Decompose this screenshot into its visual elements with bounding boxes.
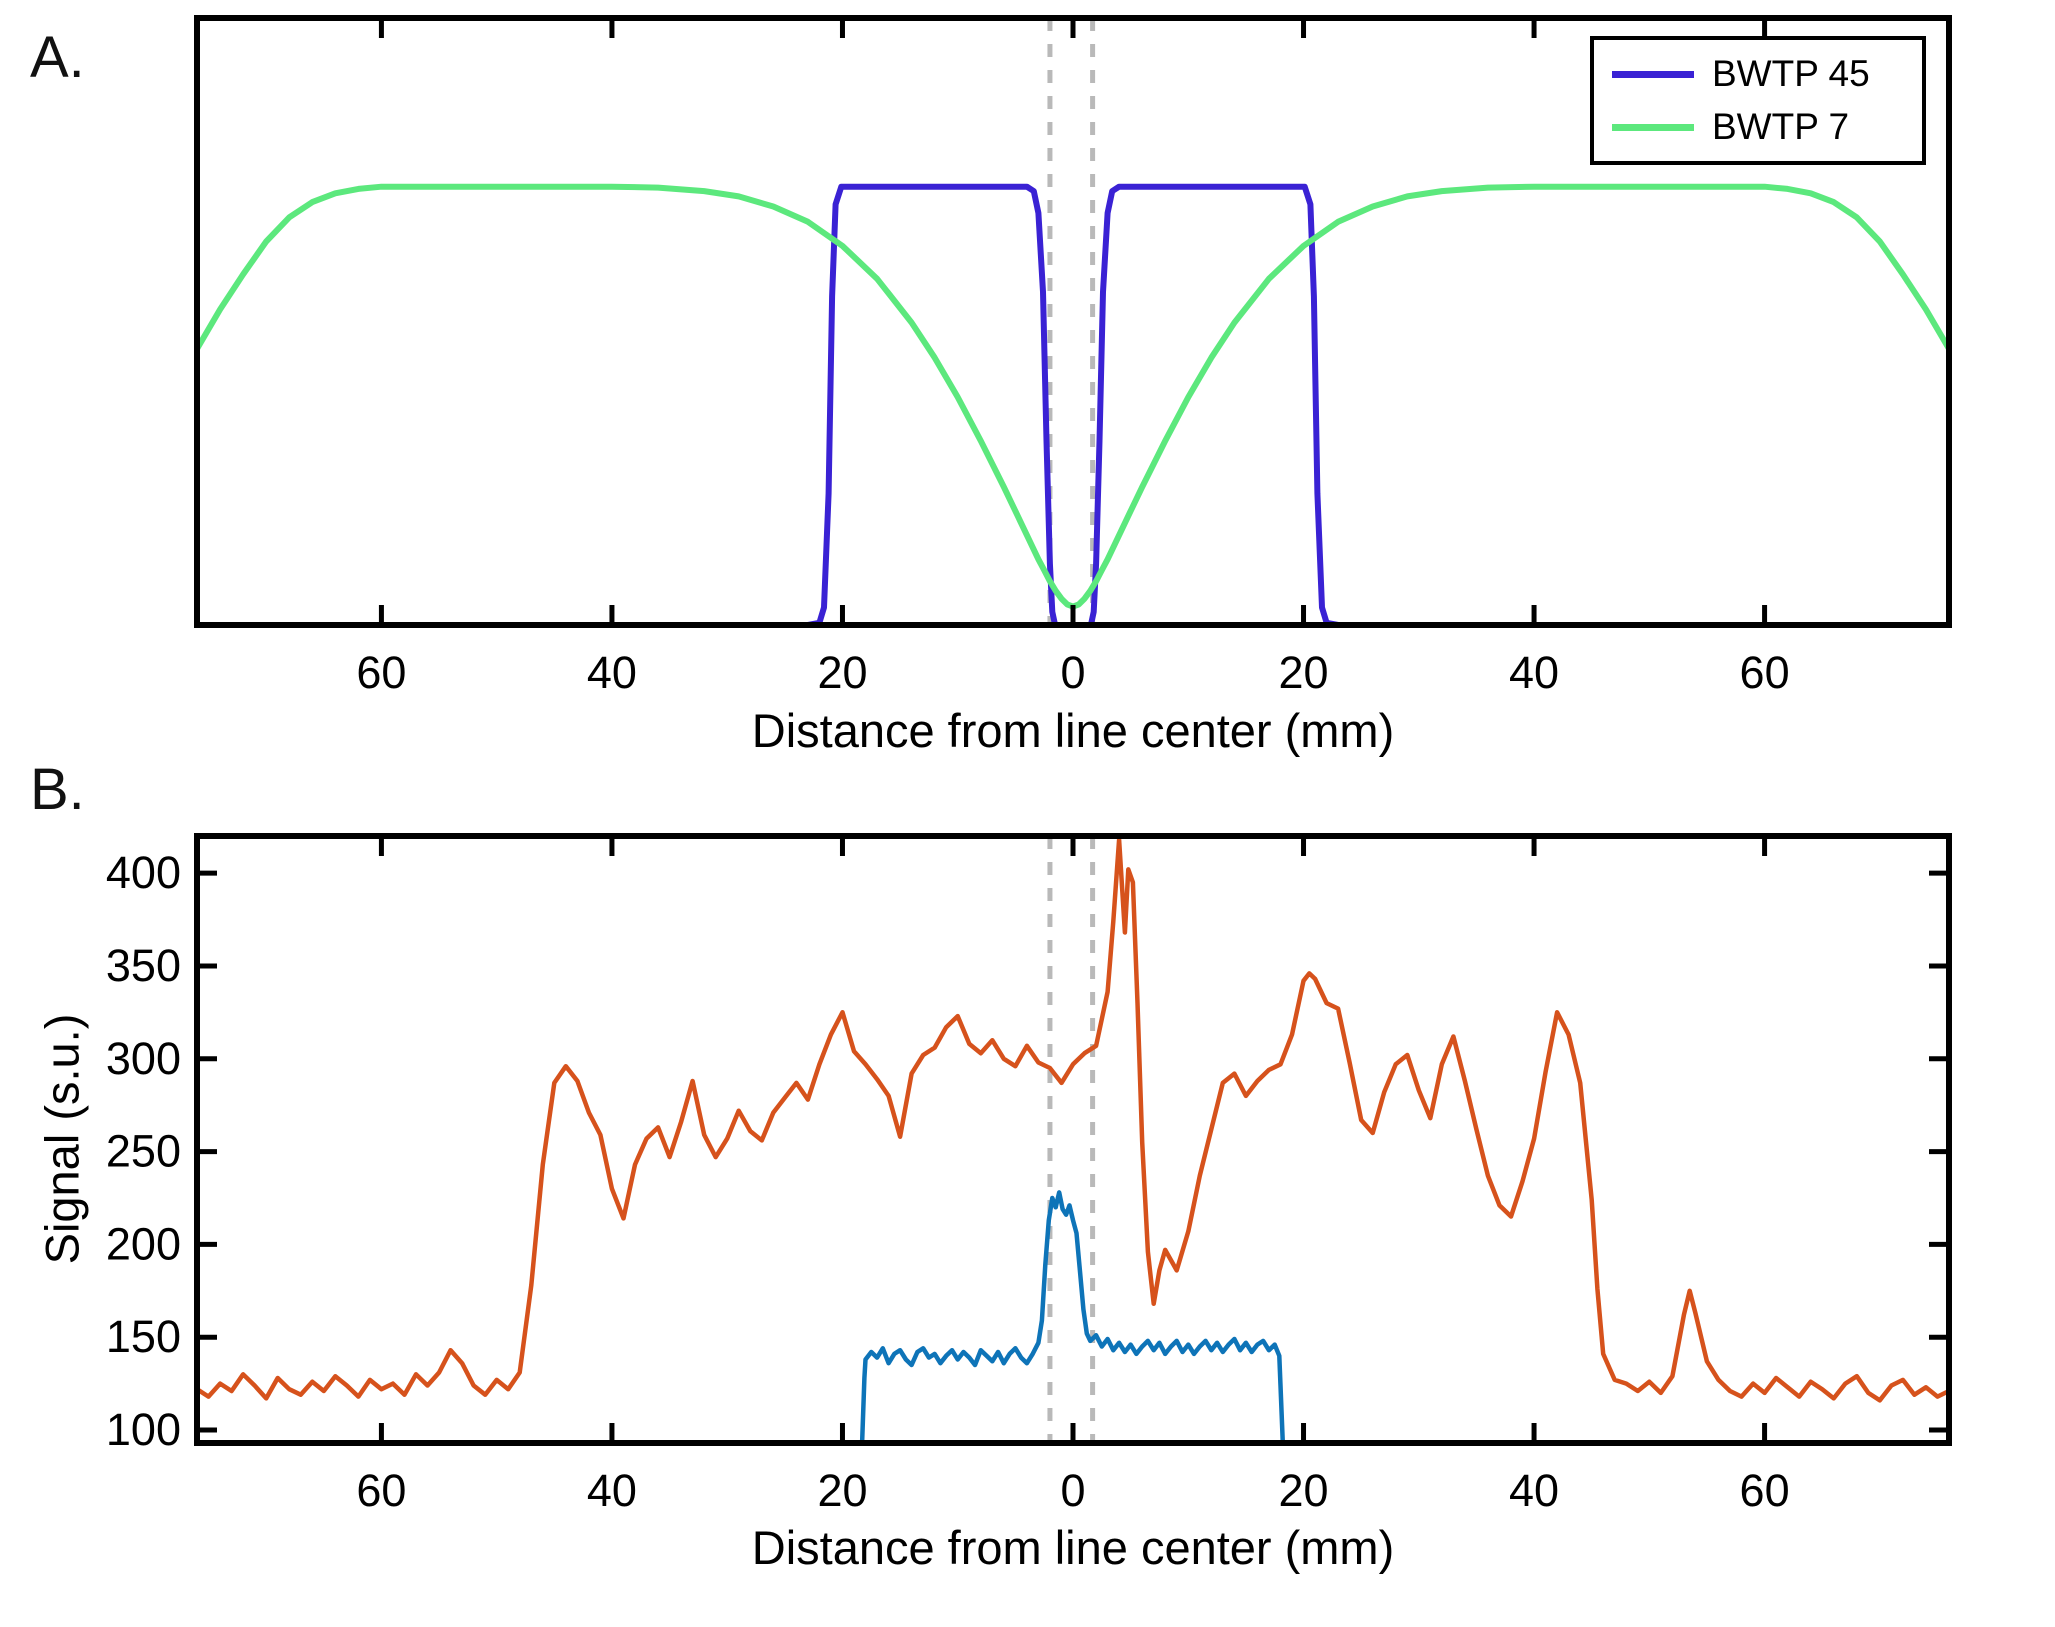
- x-tick-label: 0: [1060, 1465, 1085, 1516]
- y-tick-label: 100: [106, 1404, 181, 1455]
- y-tick-label: 400: [106, 847, 181, 898]
- series-line-bwtp-45: [194, 183, 1952, 628]
- y-tick-label: 300: [106, 1033, 181, 1084]
- x-tick-label: 20: [817, 1465, 867, 1516]
- legend-label-bwtp7: BWTP 7: [1712, 105, 1850, 147]
- x-tick-label: 20: [817, 647, 867, 698]
- x-tick-label: 40: [1509, 1465, 1559, 1516]
- y-tick-label: 200: [106, 1218, 181, 1269]
- legend-line-sample-bwtp45-icon: [1612, 70, 1694, 78]
- x-tick-label: 60: [1740, 647, 1790, 698]
- y-tick-label: 350: [106, 940, 181, 991]
- panel-a-letter: A.: [30, 25, 85, 90]
- legend-entry-bwtp45: BWTP 45: [1612, 53, 1904, 95]
- plot-frame: [194, 833, 1952, 1446]
- x-tick-label: 60: [1740, 1465, 1790, 1516]
- x-tick-label: 40: [1509, 647, 1559, 698]
- panel-b-xaxis-label: Distance from line center (mm): [751, 1521, 1395, 1574]
- panel-a-plot: 60 40 20 0 20 40 60: [194, 15, 1952, 698]
- legend-line-sample-bwtp7-icon: [1612, 123, 1694, 131]
- series-line-orange-line: [194, 837, 1952, 1403]
- panel-b-yaxis-label: Signal (s.u.): [35, 1013, 89, 1265]
- y-tick-label: 250: [106, 1126, 181, 1177]
- series-line-blue-line: [859, 1190, 1286, 1446]
- legend-label-bwtp45: BWTP 45: [1712, 53, 1870, 94]
- x-tick-label: 20: [1278, 1465, 1328, 1516]
- x-tick-label: 40: [587, 1465, 637, 1516]
- x-tick-label: 60: [356, 1465, 406, 1516]
- x-tick-label: 60: [356, 647, 406, 698]
- x-tick-label: 0: [1060, 647, 1085, 698]
- legend: BWTP 45 BWTP 7: [1590, 36, 1926, 166]
- x-tick-label: 20: [1278, 647, 1328, 698]
- y-tick-label: 150: [106, 1311, 181, 1362]
- x-tick-label: 40: [587, 647, 637, 698]
- series-line-bwtp-7: [194, 183, 1952, 610]
- panel-b-letter: B.: [30, 757, 85, 822]
- legend-entry-bwtp7: BWTP 7: [1612, 105, 1904, 148]
- panel-a-xaxis-label: Distance from line center (mm): [751, 704, 1395, 757]
